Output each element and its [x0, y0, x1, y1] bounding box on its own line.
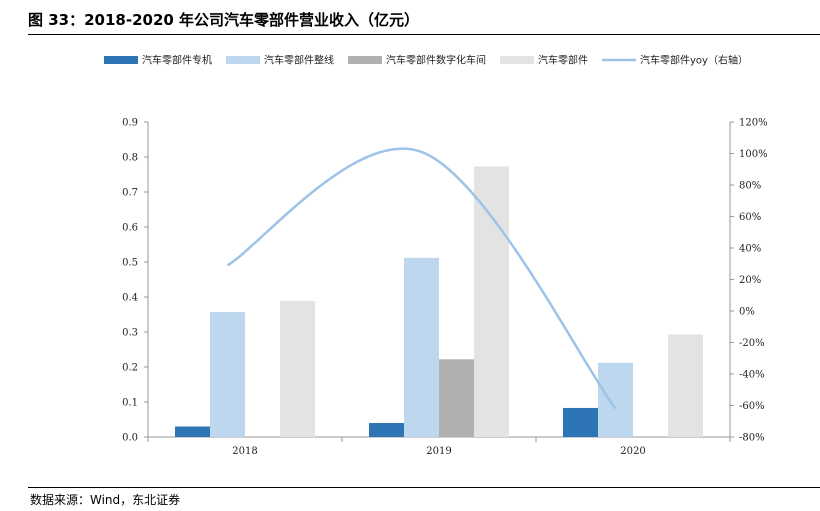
right-tick-label: 0% [739, 307, 755, 318]
right-tick-label: 20% [739, 275, 761, 286]
source-note: 数据来源：Wind，东北证券 [30, 493, 181, 507]
left-tick-label: 0.1 [122, 398, 138, 409]
bars [175, 166, 703, 437]
x-tick-label: 2020 [620, 446, 645, 457]
chart-title: 图 33：2018-2020 年公司汽车零部件营业收入（亿元） [28, 11, 420, 29]
legend-label: 汽车零部件数字化车间 [386, 54, 486, 67]
bar [474, 166, 509, 437]
legend-label: 汽车零部件yoy（右轴） [640, 54, 748, 67]
bar [175, 426, 210, 437]
right-tick-label: 80% [739, 181, 761, 192]
left-tick-label: 0.9 [122, 118, 138, 129]
bar [369, 423, 404, 437]
legend-swatch [104, 56, 138, 64]
bar [280, 300, 315, 437]
bar [439, 359, 474, 437]
legend-swatch [226, 56, 260, 64]
right-tick-label: 120% [739, 118, 768, 129]
left-tick-label: 0.3 [122, 328, 138, 339]
x-tick-label: 2019 [426, 446, 451, 457]
left-tick-label: 0.2 [122, 363, 138, 374]
yoy-line-group [226, 147, 617, 410]
left-tick-label: 0.5 [122, 258, 138, 269]
right-tick-label: -60% [739, 401, 765, 412]
x-tick-label: 2018 [232, 446, 257, 457]
legend-label: 汽车零部件整线 [264, 54, 334, 67]
legend: 汽车零部件专机 汽车零部件整线 汽车零部件数字化车间 汽车零部件 汽车零部件yoy（右轴… [104, 54, 748, 67]
right-tick-label: 60% [739, 212, 761, 223]
left-tick-label: 0.4 [122, 293, 138, 304]
source-rule [28, 487, 820, 488]
right-tick-label: -80% [739, 433, 765, 444]
legend-swatch [348, 56, 382, 64]
right-tick-label: -20% [739, 338, 765, 349]
left-tick-label: 0.8 [122, 153, 138, 164]
title-rule [28, 34, 820, 35]
bar [563, 407, 598, 437]
bar [210, 312, 245, 437]
bar [404, 257, 439, 437]
left-tick-label: 0.6 [122, 223, 138, 234]
right-tick-label: 100% [739, 149, 768, 160]
bar [668, 334, 703, 437]
legend-swatch [500, 56, 534, 64]
legend-label: 汽车零部件 [538, 54, 588, 67]
bar [598, 362, 633, 437]
left-tick-label: 0.0 [122, 433, 138, 444]
legend-label: 汽车零部件专机 [142, 54, 212, 67]
right-tick-label: 40% [739, 244, 761, 255]
yoy-line [226, 147, 617, 410]
right-tick-label: -40% [739, 370, 765, 381]
left-tick-label: 0.7 [122, 188, 138, 199]
